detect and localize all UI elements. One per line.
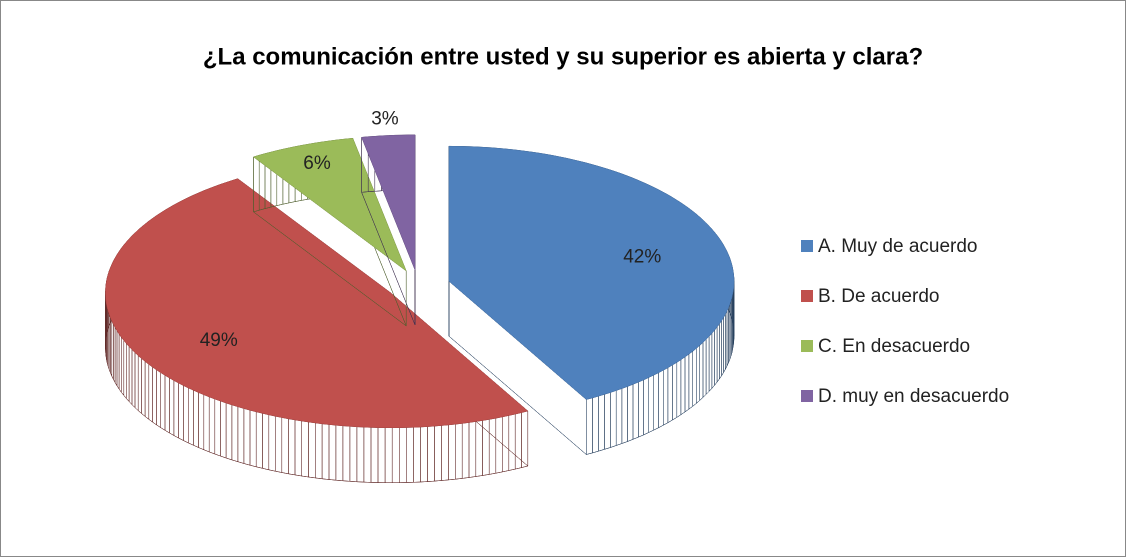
legend-label: D. muy en desacuerdo bbox=[818, 386, 1009, 407]
slice-top bbox=[252, 138, 407, 272]
legend-label: A. Muy de acuerdo bbox=[818, 236, 977, 257]
legend-label: C. En desacuerdo bbox=[818, 336, 970, 357]
data-label: 42% bbox=[623, 247, 661, 268]
legend-swatch bbox=[801, 340, 813, 352]
slice bbox=[105, 178, 529, 483]
slice-top bbox=[448, 145, 735, 400]
slice bbox=[448, 145, 735, 456]
data-label: 49% bbox=[200, 330, 238, 351]
slice-top bbox=[105, 178, 529, 428]
legend-swatch bbox=[801, 240, 813, 252]
slice-top bbox=[361, 134, 416, 270]
slice bbox=[361, 134, 416, 325]
legend-swatch bbox=[801, 390, 813, 402]
chart-title: ¿La comunicación entre usted y su superi… bbox=[203, 43, 923, 70]
data-label: 3% bbox=[371, 108, 399, 129]
legend-label: B. De acuerdo bbox=[818, 286, 939, 307]
legend-swatch bbox=[801, 290, 813, 302]
data-label: 6% bbox=[303, 153, 331, 174]
